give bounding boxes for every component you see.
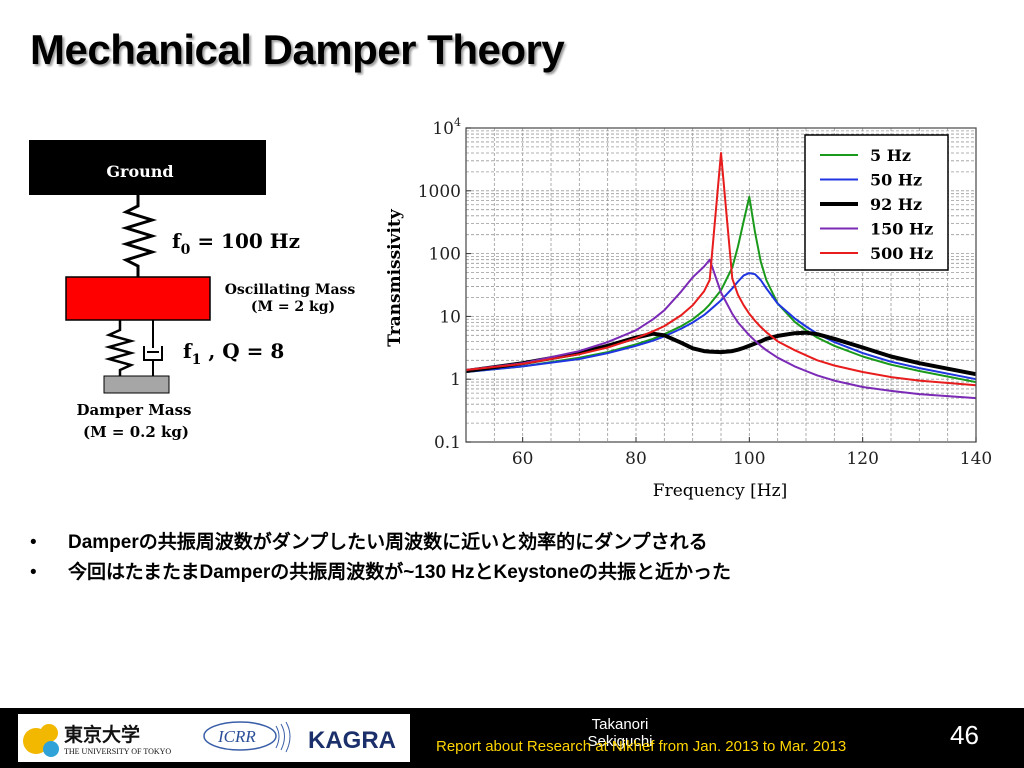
slide-title: Mechanical Damper Theory [30, 26, 565, 73]
bullet-dot: • [30, 562, 37, 583]
footer-bar: 東京大学 THE UNIVERSITY OF TOKYO ICRR KAGRA … [0, 708, 1024, 768]
slide-canvas: Ground f0 = 100 Hz Oscillating Mass (M =… [29, 116, 992, 501]
transmissivity-chart: 60 80 100 120 140 0.1 1 10 100 1000 104 Frequency … [385, 116, 992, 501]
spring-f1 [104, 320, 136, 376]
f0-subscript: 0 [181, 242, 191, 258]
y-tick-label: 104 [432, 116, 461, 139]
icrr-logo: ICRR [203, 721, 291, 753]
damper-mass-label: Damper Mass [77, 401, 192, 419]
oscillating-mass-box [65, 276, 211, 321]
x-tick-label: 140 [960, 449, 992, 469]
oscillating-mass-label: Oscillating Mass [225, 282, 356, 298]
bullet-item: • Damperの共振周波数がダンプしたい周波数に近いと効率的にダンプされる [30, 528, 731, 558]
footer-report-title: Report about Research at Nikhef from Jan… [436, 738, 847, 755]
svg-text:KAGRA: KAGRA [308, 727, 396, 754]
ground-box [29, 140, 266, 195]
legend-label: 500 Hz [870, 244, 933, 263]
f0-value: = 100 Hz [190, 229, 300, 253]
kagra-logo: KAGRA [308, 727, 396, 754]
x-axis-label: Frequency [Hz] [653, 481, 787, 501]
oscillating-mass-weight: (M = 2 kg) [251, 299, 335, 315]
bullet-text: 今回はたまたまDamperの共振周波数が~130 HzとKeystoneの共振と… [68, 562, 732, 583]
series-line [465, 258, 977, 400]
utokyo-ginkgo-icon [23, 724, 59, 757]
page-number: 46 [950, 720, 979, 750]
f1-subscript: 1 [192, 352, 202, 368]
damper-mass-weight: (M = 0.2 kg) [83, 423, 189, 441]
grid-layer [466, 128, 976, 442]
y-tick-label: 1 [450, 370, 461, 390]
y-tick-label: 0.1 [434, 433, 461, 453]
damper-diagram: Ground f0 = 100 Hz Oscillating Mass (M =… [29, 140, 355, 441]
plot-frame [465, 127, 977, 443]
f0-label: f0 = 100 Hz [172, 229, 300, 258]
series-line [465, 152, 977, 387]
f1-label: f1 , Q = 8 [183, 339, 284, 368]
bullet-list: • Damperの共振周波数がダンプしたい周波数に近いと効率的にダンプされる • 今… [30, 528, 731, 588]
y-tick-label: 10 [439, 307, 461, 327]
legend-label: 150 Hz [870, 220, 933, 239]
damper-mass-box [103, 375, 170, 394]
bullet-text: Damperの共振周波数がダンプしたい周波数に近いと効率的にダンプされる [68, 532, 708, 553]
utokyo-kanji-logo: 東京大学 [64, 723, 140, 746]
ground-label: Ground [106, 162, 173, 181]
legend-label: 50 Hz [870, 171, 922, 190]
svg-text:ICRR: ICRR [217, 727, 256, 746]
ticks-layer: 60 80 100 120 140 0.1 1 10 100 1000 104 [418, 116, 992, 469]
bullet-dot: • [30, 532, 37, 553]
f1-value: , Q = 8 [201, 339, 284, 363]
legend-label: 5 Hz [870, 146, 911, 165]
spring-f0 [120, 195, 158, 277]
y-axis-label: Transmissivity [385, 208, 405, 347]
series-layer [465, 152, 977, 400]
logo-strip: 東京大学 THE UNIVERSITY OF TOKYO ICRR KAGRA [18, 714, 410, 762]
y-tick-label: 1000 [418, 182, 461, 202]
x-tick-label: 120 [846, 449, 878, 469]
legend-label: 92 Hz [870, 195, 922, 214]
x-tick-label: 100 [733, 449, 765, 469]
legend: 5 Hz 50 Hz 92 Hz 150 Hz 500 Hz [820, 146, 933, 263]
footer-author: Takanori Sekiguchi [587, 716, 653, 750]
utokyo-english-logo: THE UNIVERSITY OF TOKYO [64, 747, 171, 756]
bullet-item: • 今回はたまたまDamperの共振周波数が~130 HzとKeystoneの共振… [30, 558, 731, 588]
series-line [465, 195, 977, 384]
x-tick-label: 80 [625, 449, 647, 469]
dashpot-icon [143, 320, 163, 376]
y-tick-label: 100 [429, 245, 461, 265]
x-tick-label: 60 [512, 449, 534, 469]
